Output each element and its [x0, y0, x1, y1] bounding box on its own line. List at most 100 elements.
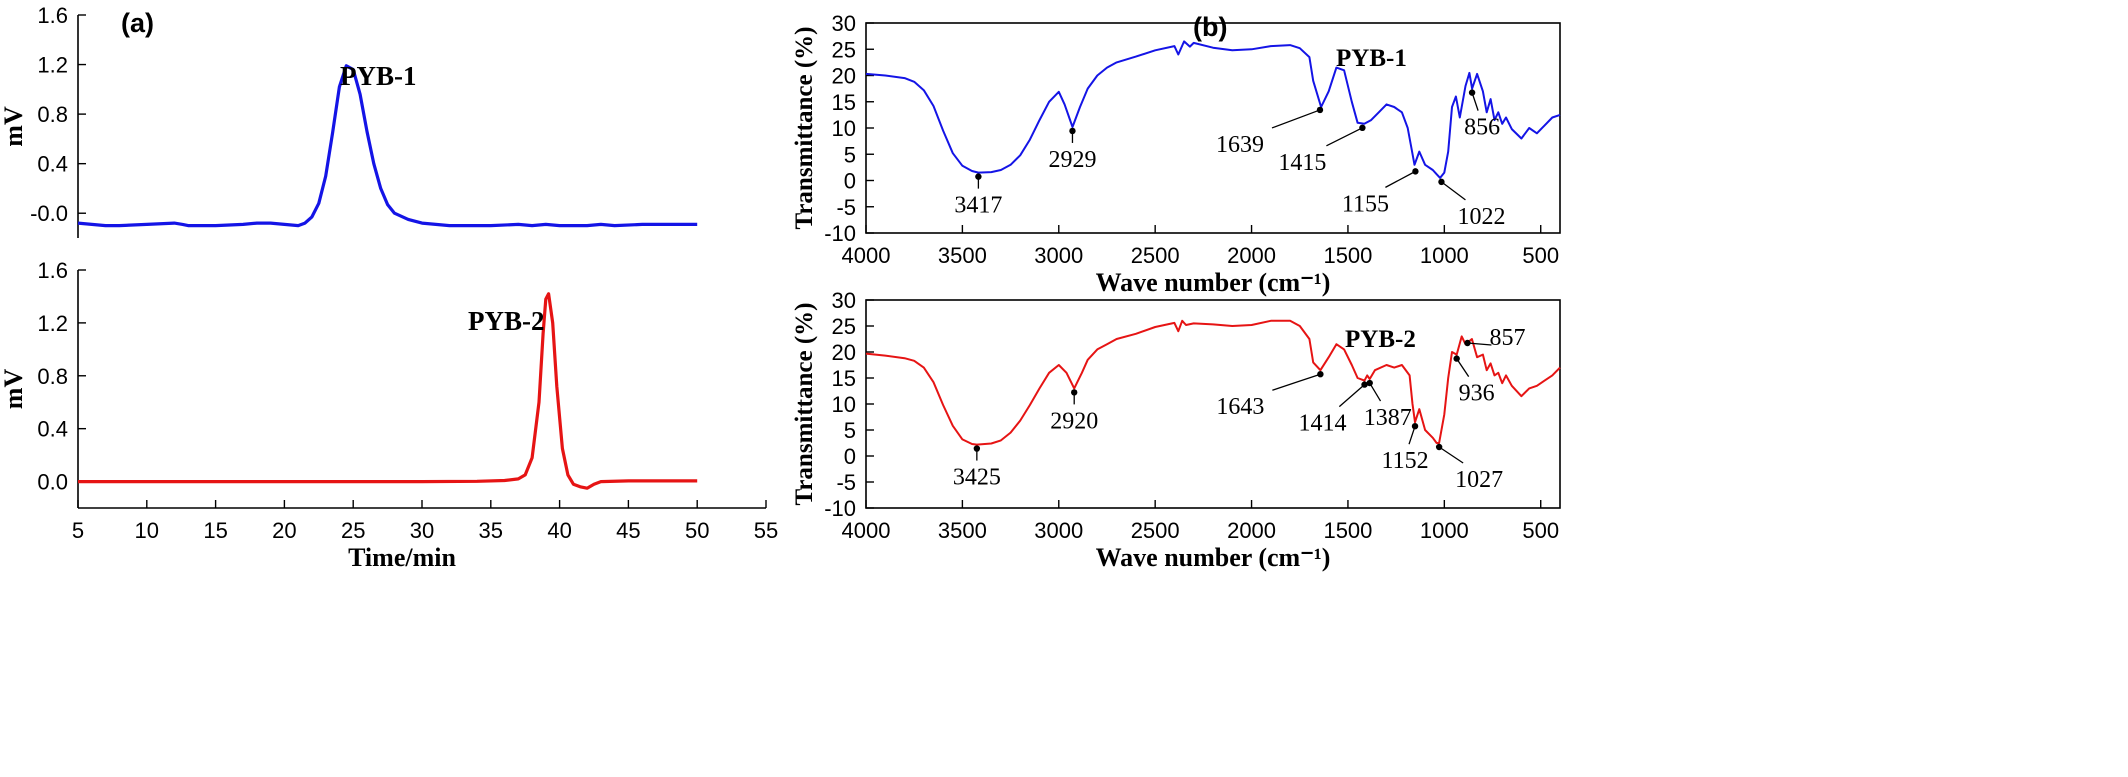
x-axis-title: Wave number (cm⁻¹)	[1096, 543, 1331, 572]
y-tick-label: 1.2	[37, 311, 68, 336]
x-tick-label: 4000	[842, 243, 891, 268]
x-tick-label: 1500	[1323, 518, 1372, 543]
x-tick-label: 2500	[1131, 243, 1180, 268]
annotation-arrowhead	[1366, 379, 1373, 387]
x-tick-label: 5	[72, 518, 84, 543]
y-axis-title: mV	[0, 369, 28, 410]
peak-label: 1639	[1216, 132, 1264, 158]
peak-label: 2920	[1050, 408, 1098, 434]
y-tick-label: 10	[832, 392, 856, 417]
annotation-arrowhead	[1361, 381, 1368, 388]
x-tick-label: 30	[410, 518, 434, 543]
x-tick-label: 3500	[938, 243, 987, 268]
y-tick-label: 25	[832, 314, 856, 339]
gpc-chart-pyb1: -0.0 0.4 0.8 1.2 1.6 mV PYB-1	[0, 3, 698, 238]
y-tick-label: 1.6	[37, 3, 68, 28]
y-tick-label: 0	[844, 444, 856, 469]
peak-label: 1027	[1455, 467, 1503, 493]
x-tick-label: 500	[1522, 243, 1559, 268]
annotation-arrowhead	[1316, 106, 1324, 114]
x-tick-label: 40	[547, 518, 571, 543]
peak-label: 1643	[1216, 394, 1264, 420]
annotation-arrowhead	[1464, 339, 1471, 347]
x-tick-label: 3500	[938, 518, 987, 543]
series-label: PYB-1	[340, 61, 417, 91]
annotation-arrow	[1338, 384, 1365, 408]
annotation-arrow	[1326, 127, 1363, 147]
x-tick-label: 4000	[842, 518, 891, 543]
annotation-arrow	[1467, 342, 1492, 346]
annotation-arrow	[1385, 170, 1416, 188]
y-axis-title: Transmittance (%)	[791, 303, 818, 506]
peak-label: 1022	[1457, 204, 1505, 230]
y-tick-label: 0.4	[37, 152, 68, 177]
x-tick-label: 3000	[1034, 243, 1083, 268]
gpc-chart-pyb2: 0.0 0.4 0.8 1.2 1.6 5 10 15 20 25 30 35 40 45 50 55 Time…	[0, 258, 778, 572]
annotation-arrowhead	[1412, 168, 1419, 175]
y-axis-title: Transmittance (%)	[791, 27, 818, 230]
series-line-pyb-2	[865, 319, 1561, 446]
annotation-arrowhead	[1359, 124, 1366, 131]
y-tick-label: 0.0	[37, 470, 68, 495]
peak-label: 3417	[954, 193, 1002, 219]
x-tick-label: 1500	[1323, 243, 1372, 268]
annotation-arrow	[1369, 382, 1382, 402]
series-line-pyb-2	[78, 292, 698, 490]
x-tick-label: 50	[685, 518, 709, 543]
y-tick-label: 0.8	[37, 102, 68, 127]
series-line-pyb-1	[77, 64, 698, 228]
peak-label: 1387	[1364, 405, 1412, 431]
series-line-pyb-1	[865, 40, 1561, 179]
y-tick-label: -0.0	[30, 201, 68, 226]
x-tick-label: 1000	[1420, 518, 1469, 543]
x-tick-label: 2000	[1227, 518, 1276, 543]
y-tick-label: 15	[832, 90, 856, 115]
x-tick-label: 15	[203, 518, 227, 543]
x-tick-label: 35	[479, 518, 503, 543]
panel-a-label: (a)	[121, 8, 154, 38]
peak-label: 856	[1464, 115, 1500, 141]
y-tick-label: 25	[832, 37, 856, 62]
y-tick-label: 30	[832, 288, 856, 313]
annotation-arrow	[1272, 373, 1321, 391]
series-label: PYB-2	[468, 306, 545, 336]
annotation-arrow	[1456, 358, 1470, 377]
y-tick-label: 20	[832, 340, 856, 365]
y-tick-label: 5	[844, 418, 856, 443]
y-tick-label: 20	[832, 64, 856, 89]
y-tick-label: 0.8	[37, 364, 68, 389]
x-tick-label: 55	[754, 518, 778, 543]
y-tick-label: 5	[844, 142, 856, 167]
annotation-arrowhead	[1071, 389, 1078, 396]
series-label: PYB-2	[1345, 326, 1416, 353]
y-axis-title: mV	[0, 106, 28, 147]
y-tick-label: 1.6	[37, 258, 68, 283]
x-tick-label: 1000	[1420, 243, 1469, 268]
peak-label: 936	[1459, 381, 1495, 407]
y-tick-label: 0.4	[37, 417, 68, 442]
peak-label: 1414	[1299, 411, 1347, 437]
y-tick-label: 30	[832, 11, 856, 36]
x-tick-label: 3000	[1034, 518, 1083, 543]
annotation-arrowhead	[973, 445, 981, 452]
annotation-arrowhead	[1468, 89, 1476, 96]
annotation-arrowhead	[975, 173, 982, 180]
y-tick-label: -10	[824, 496, 856, 521]
peak-label: 1415	[1278, 150, 1326, 176]
annotation-arrowhead	[1435, 443, 1443, 451]
x-tick-label: 500	[1522, 518, 1559, 543]
x-tick-label: 10	[135, 518, 159, 543]
annotation-arrow	[1271, 109, 1321, 129]
peak-label: 3425	[953, 465, 1001, 491]
y-tick-label: 10	[832, 116, 856, 141]
annotation-arrowhead	[1317, 371, 1324, 378]
annotation-arrow	[1441, 181, 1466, 201]
annotation-arrowhead	[1438, 178, 1445, 186]
x-tick-label: 2000	[1227, 243, 1276, 268]
x-axis-title: Wave number (cm⁻¹)	[1096, 268, 1331, 297]
peak-label: 1152	[1381, 448, 1428, 474]
y-tick-label: -5	[836, 470, 856, 495]
